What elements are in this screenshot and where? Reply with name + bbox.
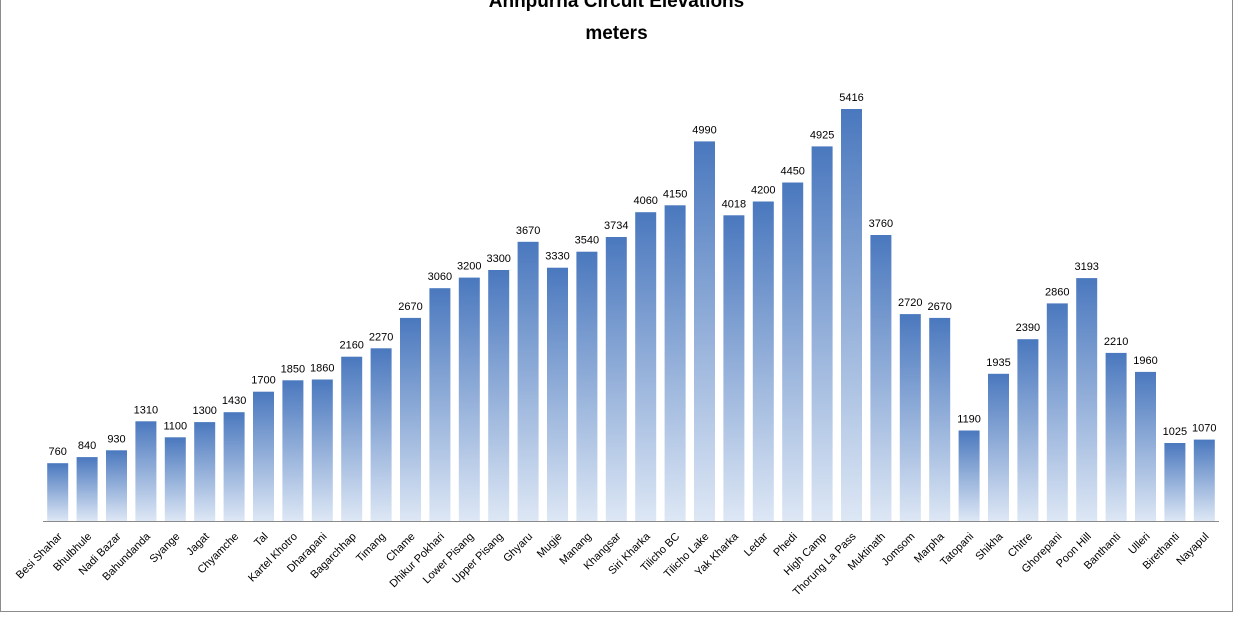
data-label: 2160 [339, 340, 363, 352]
data-label: 3193 [1074, 261, 1098, 273]
bar [547, 267, 568, 521]
bar [223, 412, 245, 521]
x-tick-label: Jagat [184, 531, 212, 559]
bar [899, 314, 921, 521]
x-tick-label: Tal [252, 531, 270, 549]
data-label: 4200 [751, 185, 775, 197]
bar [723, 215, 745, 522]
bar [106, 450, 127, 521]
data-label: 3300 [486, 253, 510, 265]
bar [1193, 439, 1215, 521]
data-label: 1190 [957, 414, 981, 426]
data-label: 3760 [869, 218, 893, 230]
data-label: 1960 [1133, 355, 1157, 367]
bar [1076, 278, 1098, 521]
bar [488, 270, 510, 521]
bar [576, 251, 598, 521]
x-tick-label: Shikha [973, 530, 1006, 563]
data-label: 3330 [545, 251, 569, 263]
x-tick-label: Nayapul [1174, 531, 1211, 568]
bar [429, 288, 451, 521]
bar [841, 109, 862, 521]
bar [370, 348, 392, 521]
data-label: 2670 [927, 301, 951, 313]
x-tick-label: Ghyaru [501, 531, 535, 565]
data-label: 1850 [281, 363, 305, 375]
bar [311, 379, 333, 521]
data-label: 2270 [369, 331, 393, 343]
bar [47, 463, 69, 521]
x-tick-label: Jomsom [880, 531, 918, 569]
data-label: 4150 [663, 188, 687, 200]
bar [135, 421, 157, 521]
bar [194, 422, 216, 521]
bar [958, 430, 980, 521]
bar [400, 317, 421, 521]
data-label: 3670 [516, 225, 540, 237]
bar [1164, 443, 1186, 521]
data-label: 1310 [134, 404, 158, 416]
data-label: 1935 [986, 357, 1010, 369]
data-label: 3060 [428, 271, 452, 283]
bar [1105, 352, 1127, 521]
data-label: 930 [107, 433, 125, 445]
data-label: 2390 [1016, 322, 1040, 334]
bar [664, 205, 686, 522]
bar [694, 141, 715, 521]
x-tick-label: Timang [354, 531, 388, 565]
bar [811, 146, 833, 521]
data-label: 3200 [457, 261, 481, 273]
x-tick-label: Syange [148, 531, 183, 566]
bar [76, 457, 98, 521]
data-label: 4925 [810, 129, 834, 141]
data-label: 760 [49, 446, 67, 458]
data-label: 1100 [163, 420, 187, 432]
data-label: 1025 [1163, 426, 1187, 438]
bar [1017, 339, 1039, 521]
bar [164, 437, 186, 521]
bar [282, 380, 304, 521]
bar [929, 317, 951, 521]
data-label: 4450 [780, 166, 804, 178]
bar [605, 237, 627, 521]
x-tick-label: Ledar [742, 530, 771, 559]
data-label: 2720 [898, 297, 922, 309]
data-label: 2210 [1104, 336, 1128, 348]
data-label: 1700 [251, 375, 275, 387]
bar [988, 373, 1009, 521]
bar [782, 182, 804, 521]
data-label: 3734 [604, 220, 628, 232]
data-label: 4060 [633, 195, 657, 207]
bar [635, 212, 657, 521]
bar [458, 277, 480, 521]
bar [253, 391, 274, 521]
data-label: 1070 [1192, 423, 1216, 435]
data-label: 1860 [310, 363, 334, 375]
data-label: 5416 [839, 92, 863, 104]
bar [1135, 371, 1156, 521]
x-tick-label: Besi Shahar [14, 530, 65, 581]
data-label: 1300 [192, 405, 216, 417]
bar [870, 235, 892, 521]
x-tick-label: Ulleri [1126, 531, 1152, 557]
chart-subtitle: meters [585, 23, 648, 44]
bar [341, 356, 363, 521]
data-label: 840 [78, 440, 96, 452]
bar [1046, 303, 1068, 521]
data-label: 2670 [398, 301, 422, 313]
data-label: 1430 [222, 395, 246, 407]
bar [752, 201, 774, 521]
data-label: 4018 [722, 198, 746, 210]
chart-title: Annpurna Circuit Elevations [488, 0, 745, 12]
bar [517, 241, 539, 522]
data-label: 2860 [1045, 286, 1069, 298]
data-label: 4990 [692, 124, 716, 136]
data-label: 3540 [575, 235, 599, 247]
